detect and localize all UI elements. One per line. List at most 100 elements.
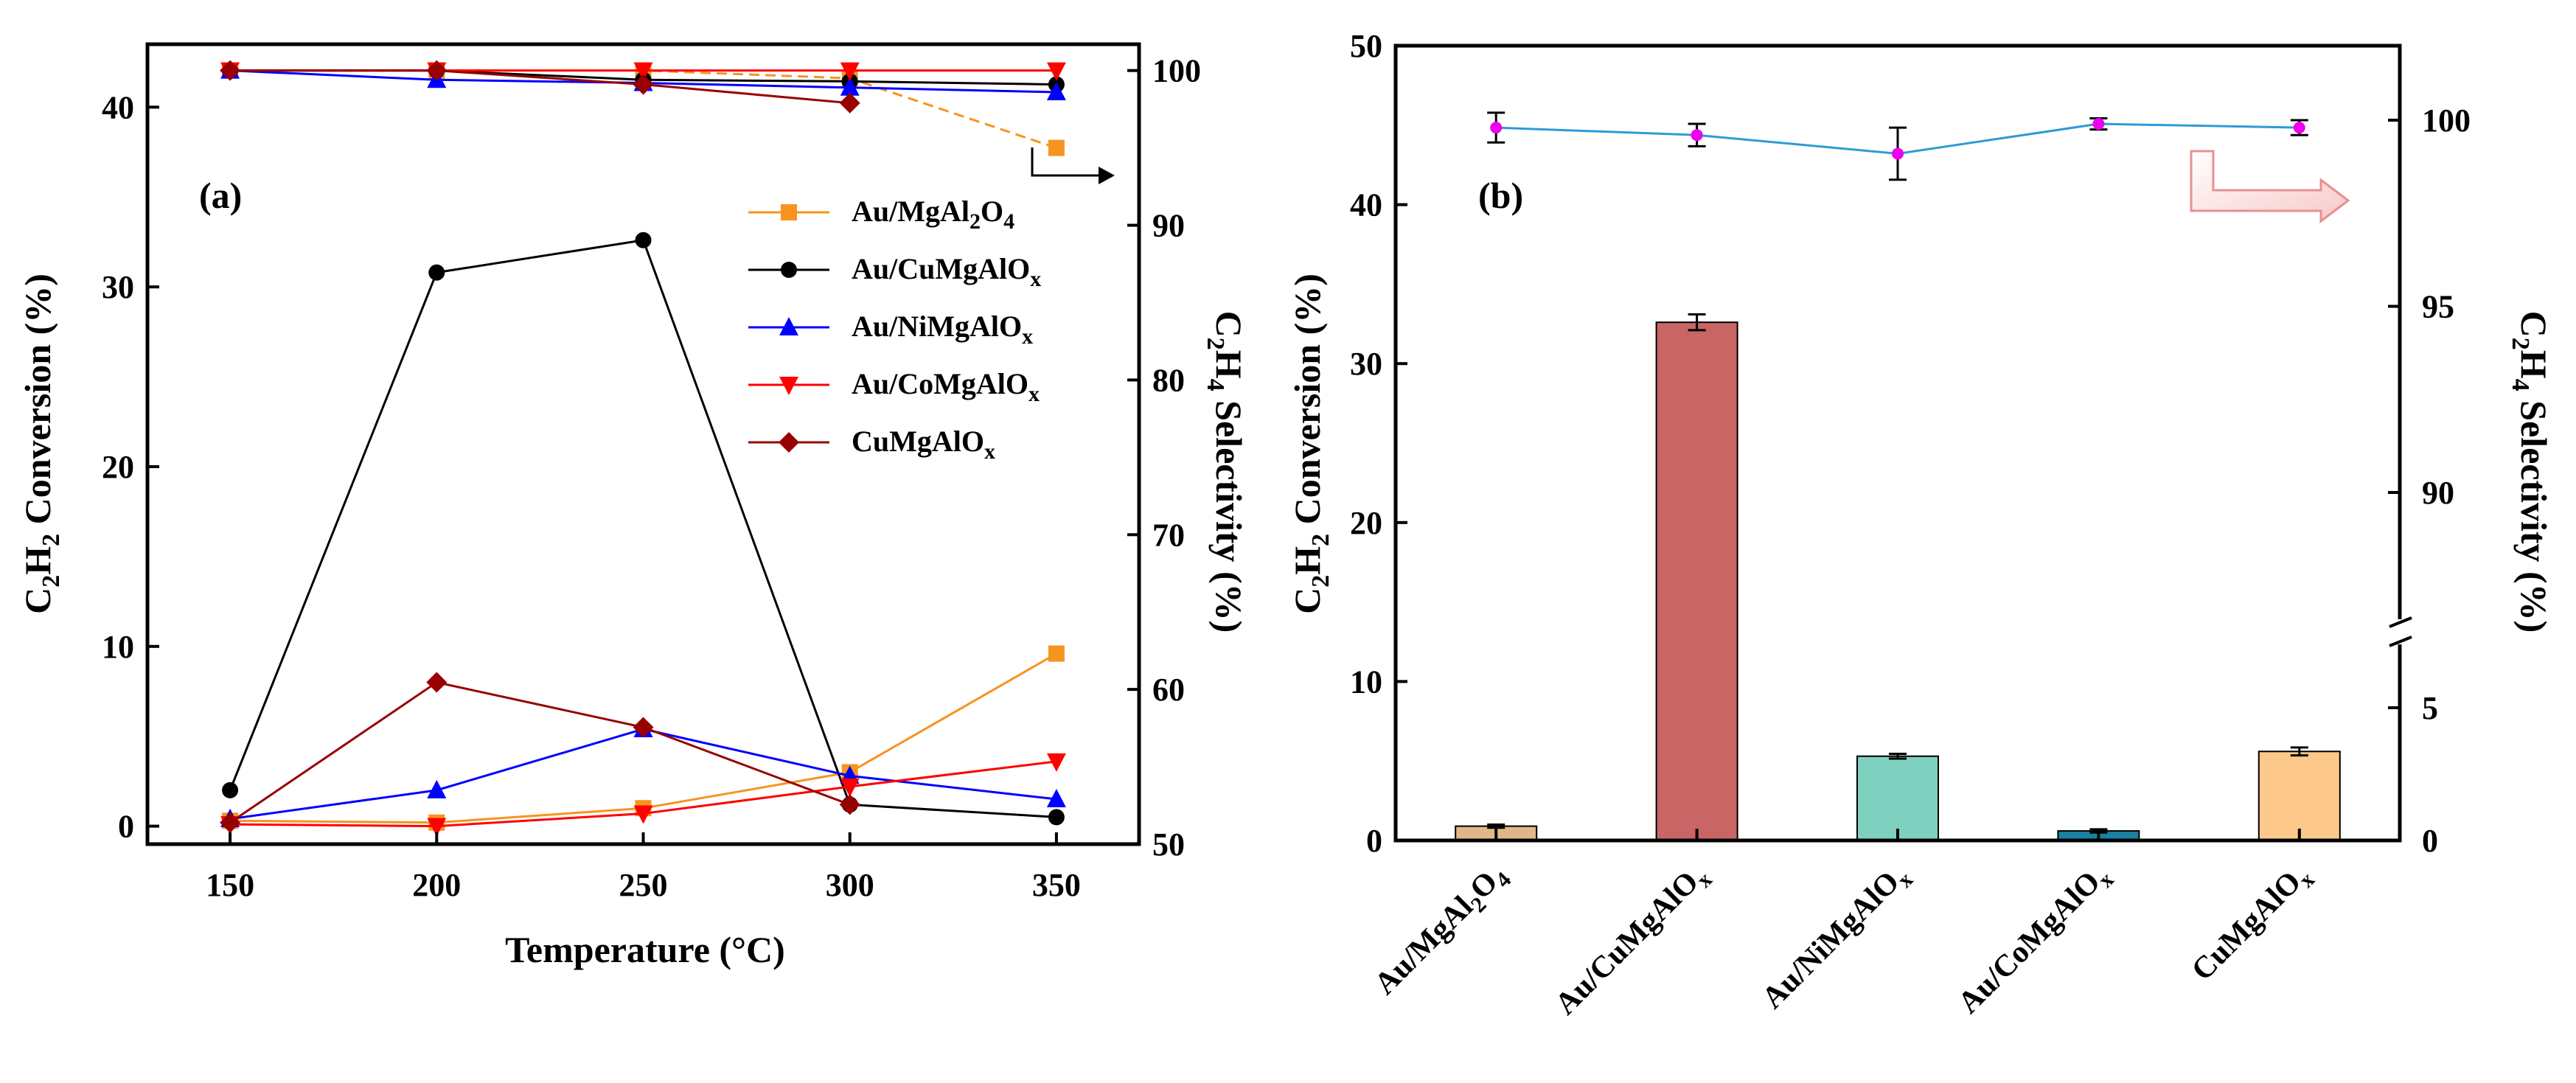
cumgalox-conversion-line xyxy=(229,680,851,823)
panel-b-axis-break-icon xyxy=(2389,616,2412,647)
cumgalox-conversion-point xyxy=(633,717,654,738)
panel-a-letter: (a) xyxy=(199,175,242,216)
au-mgal2o4-conversion-point xyxy=(1048,645,1065,662)
panel-a-x-axis-title: Temperature (°C) xyxy=(505,929,785,970)
panel-b-plot-area xyxy=(1455,111,2341,842)
category-label-cumgalox-text: CuMgAlOx xyxy=(2185,857,2319,992)
cumgalox-selectivity-point xyxy=(220,60,241,81)
au-cumgalox-conversion-point xyxy=(1048,809,1065,826)
selectivity-point xyxy=(1892,147,1904,160)
au-comgalox-selectivity-point xyxy=(633,62,653,81)
panel-b-y-tick-label: 20 xyxy=(1350,505,1382,541)
panel-b-y-tick-label: 40 xyxy=(1350,187,1382,223)
category-label-au-cumgalox-text: Au/CuMgAlOx xyxy=(1549,857,1717,1025)
panel-a-x-tick-label: 150 xyxy=(206,867,254,903)
au-cumgalox-conversion-point xyxy=(428,264,445,281)
legend-au-comgalox-label: Au/CoMgAlOx xyxy=(852,367,1040,406)
selectivity-point xyxy=(1691,129,1703,142)
cumgalox-selectivity-line xyxy=(230,69,850,105)
category-label-au-cumgalox: Au/CuMgAlOx xyxy=(1549,857,1717,1025)
bar-cumgalox xyxy=(2258,751,2341,841)
panel-a-x-tick-label: 200 xyxy=(412,867,461,903)
panel-a-x-tick-label: 250 xyxy=(619,867,668,903)
legend-au-mgal2o4-label: Au/MgAl2O4 xyxy=(852,195,1014,234)
cumgalox-selectivity-point xyxy=(633,74,654,95)
panel-b-letter: (b) xyxy=(1478,175,1523,216)
panel-a-right-tick-label: 50 xyxy=(1152,826,1185,863)
panel-a-right-tick-label: 80 xyxy=(1152,362,1185,398)
panel-a-right-tick-label: 100 xyxy=(1152,53,1201,89)
panel-a-y-tick-label: 20 xyxy=(102,449,134,485)
panel-b-y-tick-label: 50 xyxy=(1350,28,1382,64)
legend-au-nimgalox-marker xyxy=(779,317,798,335)
category-label-au-nimgalox-text: Au/NiMgAlOx xyxy=(1755,857,1918,1020)
cumgalox-conversion-point xyxy=(426,672,448,693)
panel-a-right-tick-label: 70 xyxy=(1152,517,1185,553)
panel-a-x-tick-label: 350 xyxy=(1032,867,1081,903)
legend-au-mgal2o4-marker xyxy=(781,204,797,220)
legend-cumgalox-marker xyxy=(779,432,799,453)
legend-au-cumgalox-marker xyxy=(781,262,797,278)
au-comgalox-selectivity-point xyxy=(840,62,860,81)
cumgalox-selectivity-point xyxy=(426,60,448,81)
au-comgalox-conversion-point xyxy=(633,805,653,824)
panel-b-y-tick-label: 30 xyxy=(1350,346,1382,382)
category-label-au-mgal2o4-text: Au/MgAl2O4 xyxy=(1368,857,1517,1006)
cumgalox-conversion-point xyxy=(220,812,241,833)
category-label-au-comgalox: Au/CoMgAlOx xyxy=(1952,857,2118,1024)
panel-a-right-tick-label: 90 xyxy=(1152,208,1185,244)
legend-au-nimgalox-label: Au/NiMgAlOx xyxy=(852,310,1033,349)
bar-au-cumgalox xyxy=(1655,321,1738,842)
panel-b-left-axis-title: C2H2 Conversion (%) xyxy=(1287,274,1334,614)
au-comgalox-conversion-point xyxy=(1046,753,1066,772)
cumgalox-conversion-point xyxy=(839,794,860,815)
category-label-au-nimgalox: Au/NiMgAlOx xyxy=(1755,857,1918,1020)
au-nimgalox-selectivity-point xyxy=(1046,82,1066,101)
panel-a-left-axis-title: C2H2 Conversion (%) xyxy=(17,274,65,614)
au-nimgalox-conversion-point xyxy=(1046,789,1066,808)
category-label-au-comgalox-text: Au/CoMgAlOx xyxy=(1952,857,2118,1024)
selectivity-point xyxy=(2092,118,2105,130)
panel-a-x-tick-label: 300 xyxy=(826,867,874,903)
au-nimgalox-selectivity-point xyxy=(840,77,860,96)
panel-b-right-tick-label: 95 xyxy=(2422,289,2454,325)
au-nimgalox-conversion-point xyxy=(427,779,447,798)
selectivity-point xyxy=(2293,122,2305,134)
cumgalox-selectivity-point xyxy=(839,92,860,114)
legend-au-comgalox-marker xyxy=(779,377,798,395)
au-mgal2o4-selectivity-point xyxy=(1048,139,1065,156)
panel-a-arrowhead-icon xyxy=(1099,167,1115,184)
au-cumgalox-conversion-point xyxy=(635,231,652,248)
panel-a-right-axis-arrow-icon xyxy=(1031,147,1099,177)
au-comgalox-selectivity-point xyxy=(1046,62,1066,81)
panel-b-right-axis-title: C2H4 Selectivity (%) xyxy=(2507,311,2555,633)
panel-a-right-tick-label: 60 xyxy=(1152,672,1185,708)
panel-a-ticks: 150 200 250 300 350 0 10 20 30 40 50 60 70 80 90 100 xyxy=(102,53,1201,903)
au-cumgalox-conversion-point xyxy=(222,781,239,798)
panel-b-y-tick-label: 10 xyxy=(1350,664,1382,700)
category-label-au-mgal2o4: Au/MgAl2O4 xyxy=(1368,857,1517,1006)
panel-b-y-tick-label: 0 xyxy=(1366,823,1382,859)
panel-b-right-tick-label: 100 xyxy=(2422,102,2471,139)
panel-b-right-axis-arrow-icon xyxy=(2190,150,2350,224)
legend-au-cumgalox-label: Au/CuMgAlOx xyxy=(852,252,1041,291)
au-comgalox-conversion-point xyxy=(427,818,447,837)
panel-b-right-tick-label: 5 xyxy=(2422,690,2438,726)
selectivity-point xyxy=(1490,122,1503,134)
panel-a-legend: Au/MgAl2O4 Au/CuMgAlOx Au/NiMgAlOx Au/CoMgA… xyxy=(748,195,1041,464)
au-comgalox-conversion-point xyxy=(840,778,860,797)
legend-cumgalox-label: CuMgAlOx xyxy=(852,425,995,464)
panel-a-right-axis-title: C2H4 Selectivity (%) xyxy=(1202,311,1250,633)
panel-b-right-tick-label: 90 xyxy=(2422,475,2454,511)
panel-a-chart: (a) Temperature (°C) 150 200 250 300 350 0 10 2… xyxy=(17,42,1250,970)
panel-b-chart: (b) 0 10 20 30 40 50 90 95 100 0 5 Au/MgAl2O4 Au/CuM… xyxy=(1287,28,2555,1025)
panel-a-y-tick-label: 10 xyxy=(102,629,134,665)
panel-a-y-tick-label: 40 xyxy=(102,89,134,125)
panel-a-plot-area xyxy=(220,60,1066,837)
panel-a-y-tick-label: 0 xyxy=(118,809,134,845)
panel-b-right-tick-label: 0 xyxy=(2422,823,2438,859)
panel-a-y-tick-label: 30 xyxy=(102,269,134,305)
category-label-cumgalox: CuMgAlOx xyxy=(2185,857,2319,992)
bar-au-nimgalox xyxy=(1856,755,1939,842)
